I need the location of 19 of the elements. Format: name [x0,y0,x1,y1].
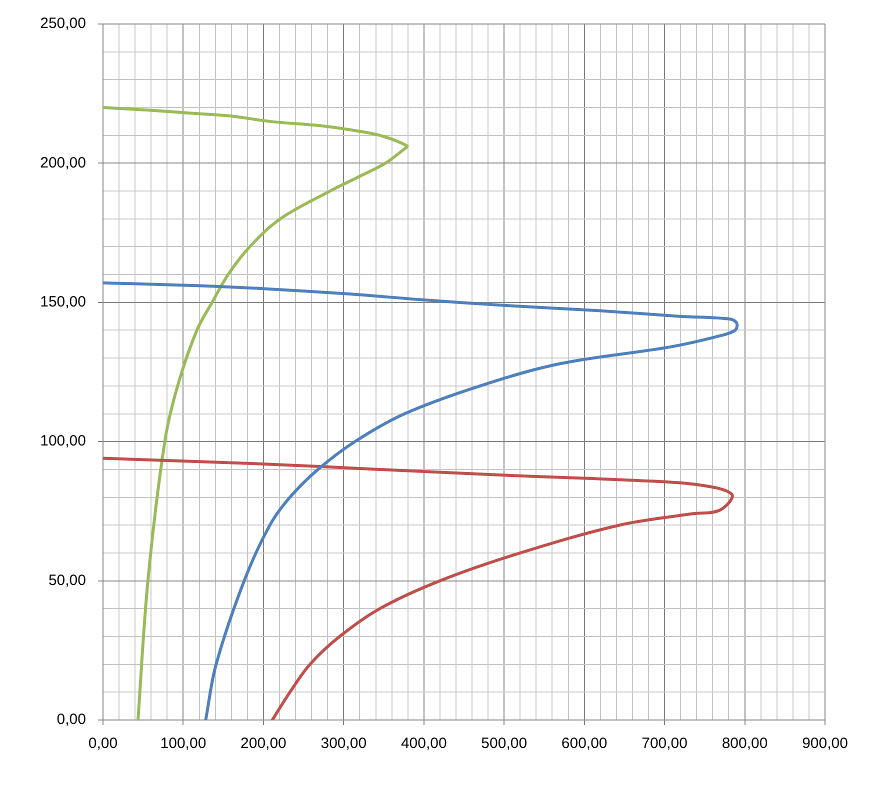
x-tick-label: 0,00 [88,735,118,752]
y-tick-label: 200,00 [40,154,86,172]
x-tick-label: 700,00 [642,735,688,752]
x-tick-label: 600,00 [561,735,608,752]
y-tick-label: 100,00 [40,432,86,450]
line-series [103,456,734,720]
x-tick-label: 800,00 [722,735,768,752]
x-tick-label: 300,00 [320,735,367,752]
x-tick-label: 200,00 [240,735,286,752]
y-tick-label: 250,00 [40,15,86,32]
y-tick-label: 150,00 [40,294,86,311]
x-tick-label: 400,00 [400,735,447,752]
line-series [103,106,409,720]
x-tick-label: 500,00 [481,735,528,752]
y-tick-label: 50,00 [48,572,86,589]
x-tick-label: 100,00 [160,735,206,752]
x-tick-label: 900,00 [802,735,848,752]
y-tick-label: 0,00 [56,711,86,728]
line-series [103,281,738,720]
